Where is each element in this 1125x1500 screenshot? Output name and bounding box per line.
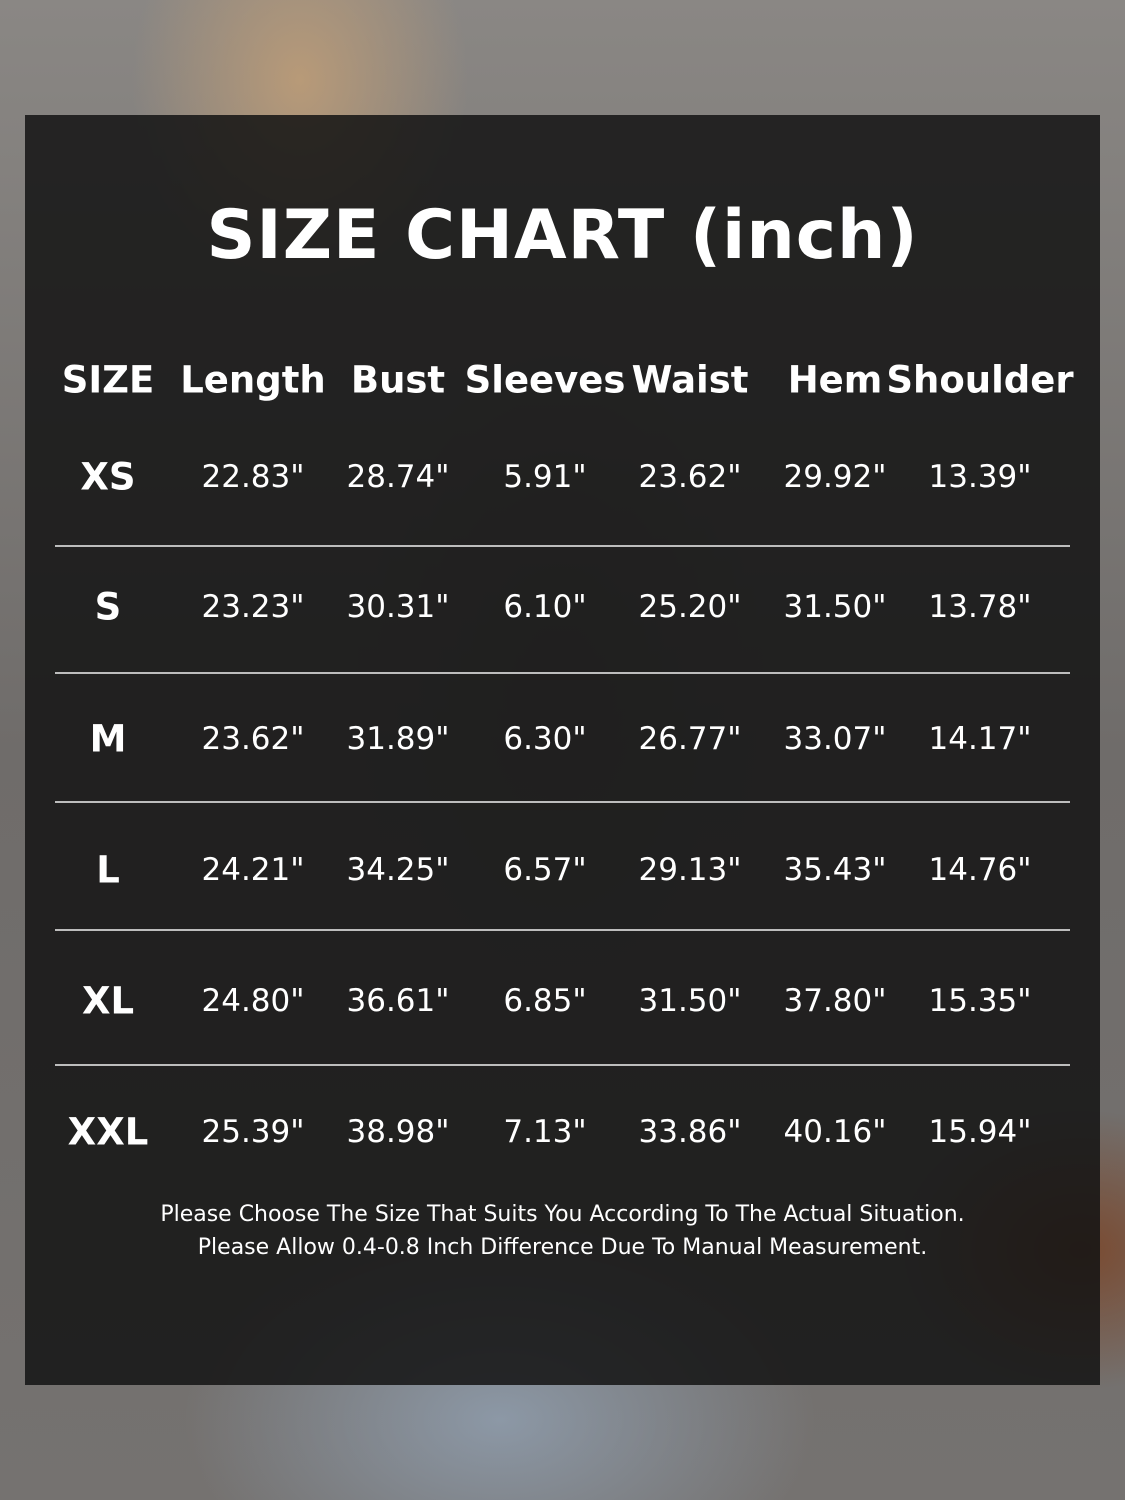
measurement-value: 5.91": [503, 459, 587, 495]
measurement-value: 24.80": [201, 983, 305, 1019]
measurement-value: 37.80": [783, 983, 887, 1019]
size-chart-panel: [25, 115, 1100, 1385]
measurement-value: 23.62": [201, 721, 305, 757]
column-header: Hem: [787, 358, 883, 402]
measurement-value: 26.77": [638, 721, 742, 757]
measurement-value: 29.92": [783, 459, 887, 495]
measurement-value: 29.13": [638, 852, 742, 888]
size-label: XL: [81, 979, 135, 1023]
column-header: Sleeves: [464, 358, 626, 402]
measurement-value: 7.13": [503, 1114, 587, 1150]
row-divider: [55, 545, 1070, 547]
column-header: Length: [180, 358, 326, 402]
measurement-value: 40.16": [783, 1114, 887, 1150]
chart-title: SIZE CHART (inch): [206, 196, 919, 275]
measurement-value: 13.39": [928, 459, 1032, 495]
measurement-value: 36.61": [346, 983, 450, 1019]
note-line-2: Please Allow 0.4-0.8 Inch Difference Due…: [197, 1235, 928, 1260]
size-label: L: [96, 848, 120, 892]
column-header: SIZE: [61, 358, 155, 402]
measurement-value: 24.21": [201, 852, 305, 888]
measurement-value: 6.85": [503, 983, 587, 1019]
note-line-1: Please Choose The Size That Suits You Ac…: [160, 1202, 965, 1227]
measurement-value: 23.62": [638, 459, 742, 495]
row-divider: [55, 801, 1070, 803]
size-label: M: [89, 717, 127, 761]
column-header: Bust: [350, 358, 446, 402]
measurement-value: 35.43": [783, 852, 887, 888]
measurement-value: 30.31": [346, 589, 450, 625]
row-divider: [55, 1064, 1070, 1066]
measurement-value: 25.20": [638, 589, 742, 625]
row-divider: [55, 929, 1070, 931]
measurement-value: 6.10": [503, 589, 587, 625]
size-label: XS: [80, 455, 136, 499]
measurement-value: 25.39": [201, 1114, 305, 1150]
size-label: XXL: [67, 1110, 149, 1154]
measurement-value: 15.94": [928, 1114, 1032, 1150]
measurement-value: 33.07": [783, 721, 887, 757]
measurement-value: 6.30": [503, 721, 587, 757]
measurement-value: 31.50": [638, 983, 742, 1019]
column-header: Shoulder: [886, 358, 1074, 402]
measurement-value: 14.17": [928, 721, 1032, 757]
measurement-value: 28.74": [346, 459, 450, 495]
measurement-value: 33.86": [638, 1114, 742, 1150]
measurement-value: 31.89": [346, 721, 450, 757]
measurement-value: 22.83": [201, 459, 305, 495]
column-header: Waist: [631, 358, 749, 402]
measurement-value: 15.35": [928, 983, 1032, 1019]
measurement-value: 23.23": [201, 589, 305, 625]
measurement-value: 31.50": [783, 589, 887, 625]
row-divider: [55, 672, 1070, 674]
measurement-value: 38.98": [346, 1114, 450, 1150]
measurement-value: 34.25": [346, 852, 450, 888]
measurement-value: 6.57": [503, 852, 587, 888]
measurement-value: 13.78": [928, 589, 1032, 625]
measurement-value: 14.76": [928, 852, 1032, 888]
size-label: S: [94, 585, 122, 629]
